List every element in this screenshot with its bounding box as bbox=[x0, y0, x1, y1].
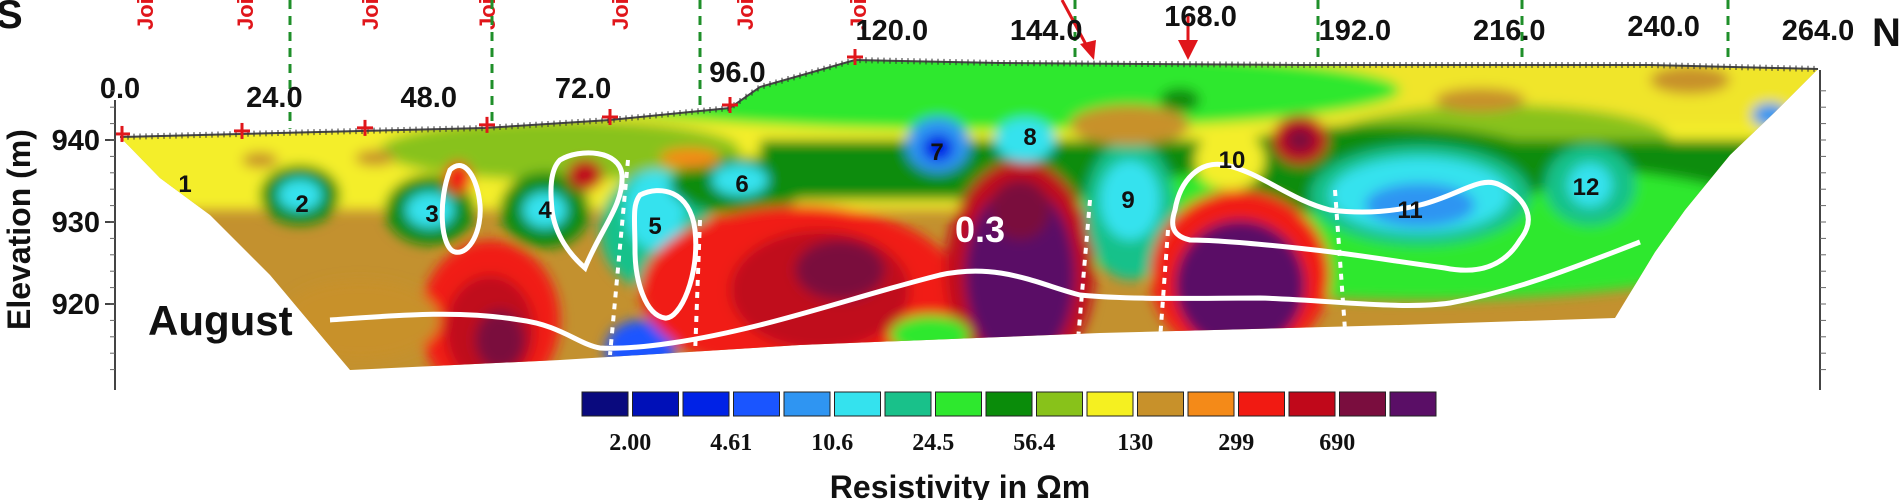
elevation-tick-label: 920 bbox=[52, 289, 100, 321]
anomaly-label: 10 bbox=[1219, 147, 1246, 174]
joint-label: Joint bbox=[733, 0, 758, 30]
anomaly-label: 8 bbox=[1023, 124, 1036, 151]
anomaly-label: 11 bbox=[1397, 197, 1422, 224]
distance-tick-label: 144.0 bbox=[1010, 15, 1083, 47]
direction-south: S bbox=[0, 0, 23, 37]
distance-tick-label: 72.0 bbox=[555, 73, 611, 105]
colorbar-label: 56.4 bbox=[1013, 430, 1055, 456]
distance-tick-label: 264.0 bbox=[1782, 15, 1855, 47]
joint-cross-icon bbox=[602, 109, 618, 125]
joint-cross-icon bbox=[479, 116, 495, 133]
joint-markers: Joint Joint Joint Joint Joint Joint Joint bbox=[133, 0, 1730, 129]
colorbar-swatch bbox=[783, 391, 831, 417]
joint-cross-icon bbox=[357, 119, 373, 136]
distance-axis: 0.0 24.0 48.0 72.0 96.0 120.0 144.0 168.0 192.0 2… bbox=[100, 1, 1854, 114]
anomaly-label: 1 bbox=[178, 171, 191, 198]
colorbar-label: 4.61 bbox=[710, 430, 752, 456]
elevation-tick-label: 930 bbox=[52, 207, 100, 239]
joint-label: Joint bbox=[358, 0, 383, 30]
colorbar-title: Resistivity in Ωm bbox=[830, 469, 1090, 500]
distance-tick-label: 48.0 bbox=[401, 82, 457, 114]
month-label: August bbox=[148, 297, 293, 344]
joint-label: Joint bbox=[846, 0, 871, 30]
colorbar-swatch bbox=[1238, 391, 1285, 417]
distance-tick-label: 120.0 bbox=[856, 15, 929, 47]
joint-label: Joint bbox=[608, 0, 633, 30]
colorbar-swatch bbox=[985, 391, 1033, 417]
colorbar-label: 10.6 bbox=[811, 430, 853, 456]
distance-tick-label: 240.0 bbox=[1627, 11, 1700, 43]
direction-north: N bbox=[1872, 11, 1900, 55]
anomaly-outlines bbox=[329, 150, 1641, 351]
red-arrow-1 bbox=[1080, 40, 1096, 60]
colorbar-swatch bbox=[1339, 391, 1386, 417]
distance-tick-label: 0.0 bbox=[100, 73, 140, 105]
colorbar-swatch bbox=[1086, 391, 1134, 417]
distance-tick-label: 24.0 bbox=[246, 82, 302, 114]
y-axis-title: Elevation (m) bbox=[1, 129, 37, 330]
colorbar-swatch bbox=[1036, 391, 1083, 417]
joint-label: Joint bbox=[133, 0, 158, 30]
colorbar-swatch bbox=[834, 391, 881, 417]
anomaly-label: 3 bbox=[425, 201, 438, 228]
colorbar-label: 299 bbox=[1218, 430, 1254, 456]
joint-label: Joint bbox=[475, 0, 500, 30]
colorbar-swatch bbox=[1288, 391, 1336, 417]
colorbar-swatch bbox=[733, 391, 780, 417]
joint-cross-icon bbox=[847, 49, 863, 65]
anomaly-label: 9 bbox=[1121, 187, 1134, 214]
joint-cross-icon bbox=[234, 122, 250, 139]
colorbar-swatch bbox=[632, 391, 679, 417]
contour-value-label: 0.3 bbox=[955, 209, 1005, 250]
anomaly-label: 2 bbox=[295, 191, 308, 218]
colorbar-swatch bbox=[935, 391, 982, 417]
anomaly-label: 5 bbox=[648, 213, 661, 240]
elevation-axis: 940 930 920 bbox=[52, 125, 115, 321]
colorbar-label: 2.00 bbox=[609, 430, 651, 456]
anomaly-label: 6 bbox=[735, 171, 748, 198]
distance-tick-label: 168.0 bbox=[1164, 1, 1237, 33]
colorbar-swatch bbox=[581, 391, 629, 417]
colorbar-swatch bbox=[682, 391, 730, 417]
colorbar-label: 690 bbox=[1319, 430, 1355, 456]
joint-label: Joint bbox=[233, 0, 258, 30]
red-arrows bbox=[1060, 0, 1198, 60]
elevation-tick-label: 940 bbox=[52, 125, 100, 157]
colorbar-swatch bbox=[1389, 391, 1437, 417]
distance-tick-label: 216.0 bbox=[1473, 15, 1546, 47]
anomaly-label: 12 bbox=[1573, 174, 1600, 201]
distance-tick-label: 96.0 bbox=[709, 57, 765, 89]
distance-tick-label: 192.0 bbox=[1319, 15, 1392, 47]
anomaly-label: 4 bbox=[538, 197, 552, 224]
colorbar: 2.00 4.61 10.6 24.5 56.4 130 299 690 bbox=[581, 391, 1437, 456]
colorbar-swatch bbox=[884, 391, 932, 417]
joint-crosses bbox=[114, 49, 863, 142]
colorbar-swatch bbox=[1137, 391, 1184, 417]
red-arrow-2 bbox=[1178, 40, 1198, 60]
joint-cross-icon bbox=[722, 97, 738, 113]
anomaly-label: 7 bbox=[930, 139, 943, 166]
colorbar-label: 130 bbox=[1117, 430, 1153, 456]
joint-cross-icon bbox=[114, 125, 130, 142]
colorbar-swatch bbox=[1187, 391, 1235, 417]
colorbar-label: 24.5 bbox=[912, 430, 954, 456]
